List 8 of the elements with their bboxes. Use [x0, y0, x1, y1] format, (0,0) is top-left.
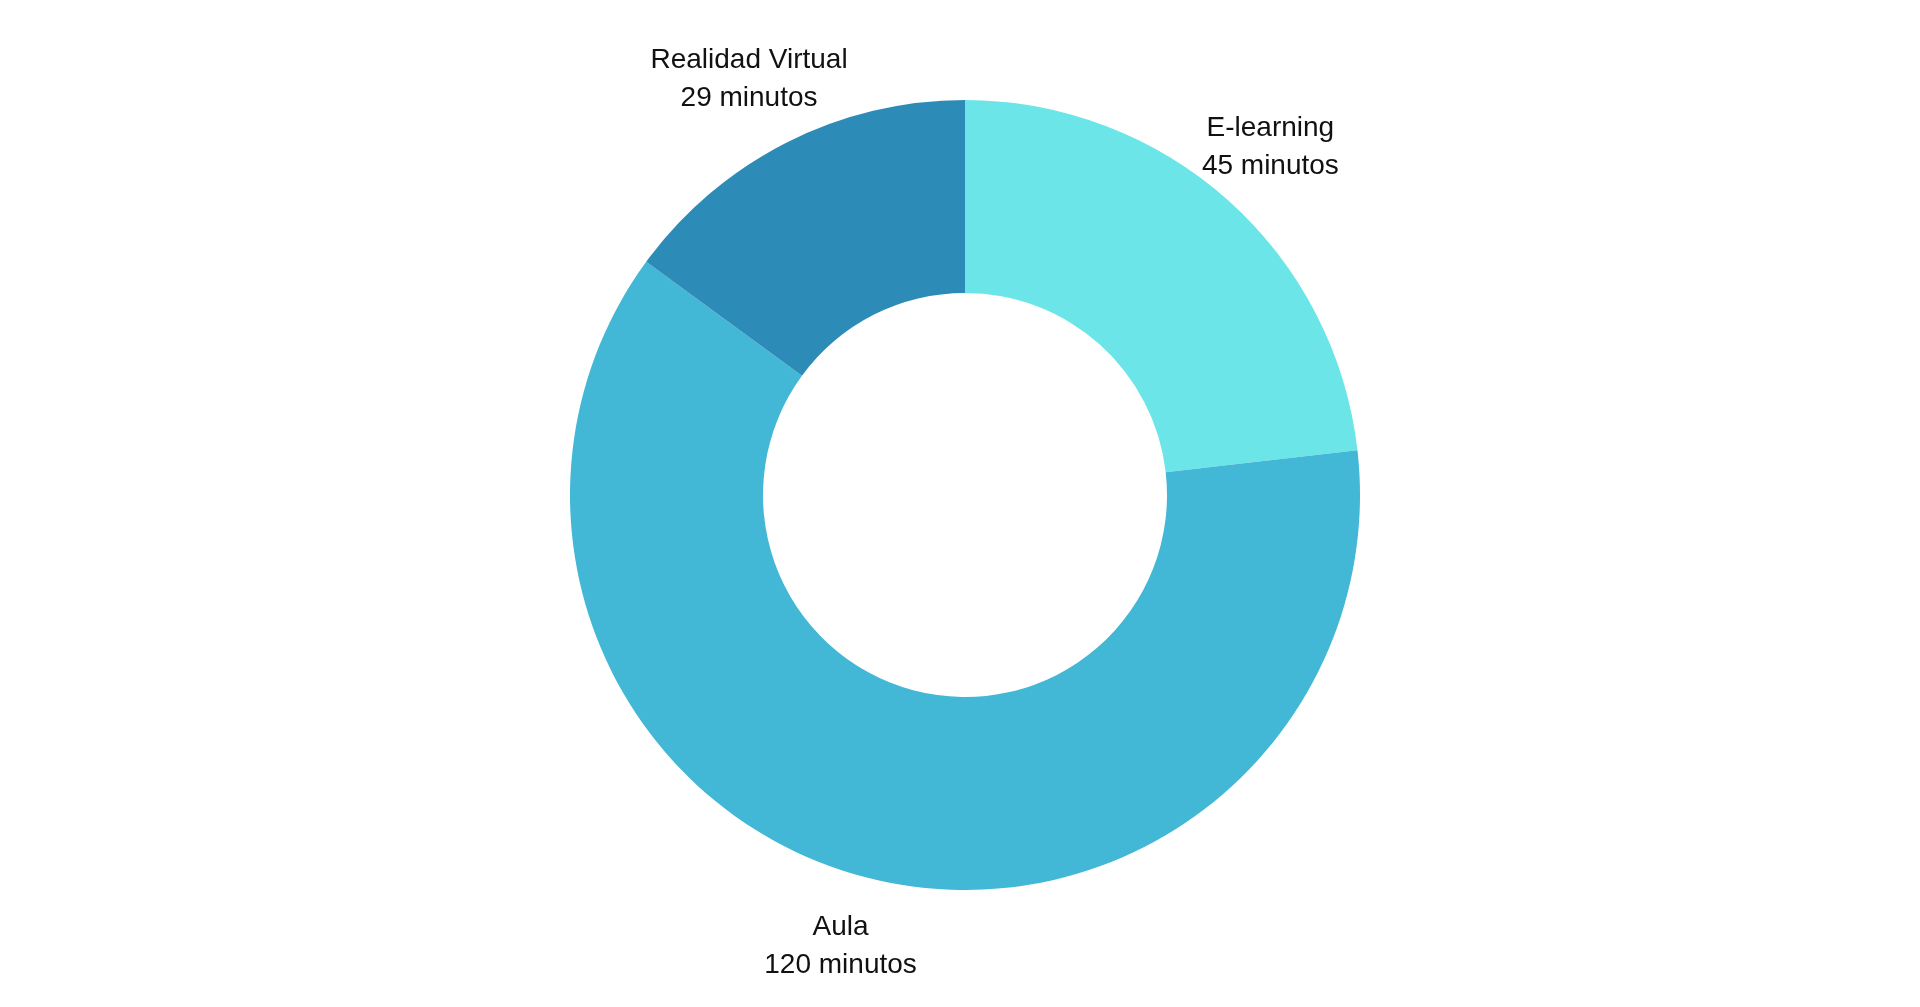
donut-slice	[965, 100, 1358, 473]
donut-slice	[570, 261, 1360, 890]
data-label: 120 minutos	[764, 947, 917, 979]
data-label: 29 minutos	[680, 81, 818, 113]
slice-label: Realidad Virtual	[650, 43, 848, 75]
slice-label: E-learning	[1206, 111, 1335, 143]
slice-label: Aula	[812, 909, 870, 941]
data-label: 45 minutos	[1201, 149, 1339, 181]
